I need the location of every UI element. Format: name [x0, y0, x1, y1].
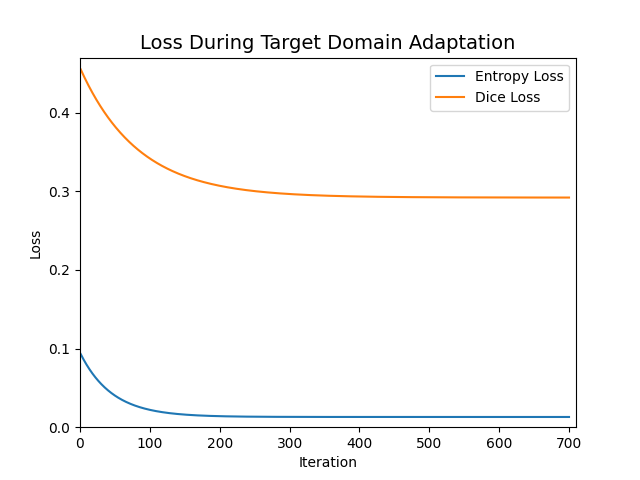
Entropy Loss [275, 414, 282, 420]
Title: Loss During Target Domain Adaptation: Loss During Target Domain Adaptation [140, 34, 516, 53]
Dice Loss [467, 194, 474, 200]
Entropy Loss [412, 414, 420, 420]
Entropy Loss [127, 401, 134, 407]
Entropy Loss [77, 351, 84, 357]
Dice Loss [412, 194, 420, 200]
Entropy Loss [565, 414, 573, 420]
Dice Loss [275, 191, 282, 196]
Dice Loss [127, 140, 134, 146]
Entropy Loss [292, 414, 300, 420]
Legend: Entropy Loss, Dice Loss: Entropy Loss, Dice Loss [430, 64, 569, 110]
Line: Entropy Loss: Entropy Loss [81, 354, 569, 417]
Dice Loss [565, 195, 573, 201]
X-axis label: Iteration: Iteration [298, 456, 358, 470]
Line: Dice Loss: Dice Loss [81, 70, 569, 198]
Dice Loss [292, 192, 300, 197]
Dice Loss [458, 194, 465, 200]
Y-axis label: Loss: Loss [29, 227, 43, 258]
Entropy Loss [467, 414, 474, 420]
Entropy Loss [458, 414, 465, 420]
Dice Loss [77, 67, 84, 72]
